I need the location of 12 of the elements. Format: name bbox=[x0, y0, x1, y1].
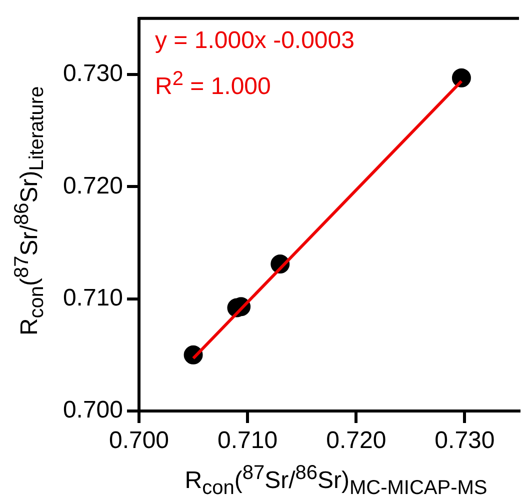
x-tick-label: 0.720 bbox=[326, 427, 386, 454]
x-tick-label: 0.710 bbox=[218, 427, 278, 454]
x-axis-title: R$_{con}$($^{87}$Sr/$^{86}$Sr)$_{MC-MICAP-MS}$ bbox=[184, 462, 488, 500]
point bbox=[452, 68, 471, 88]
y-tick-label: 0.700 bbox=[62, 396, 123, 424]
x-tick-label: 0.730 bbox=[434, 427, 495, 454]
y-tick-label: 0.730 bbox=[62, 60, 123, 88]
annotation: y = 1.000x -0.0003 bbox=[155, 26, 354, 56]
annotation: R$^{2}$ = 1.000 bbox=[155, 67, 272, 102]
x-tick-label: 0.700 bbox=[108, 427, 170, 454]
y-tick-label: 0.720 bbox=[62, 172, 123, 200]
y-tick-label: 0.710 bbox=[62, 284, 123, 312]
